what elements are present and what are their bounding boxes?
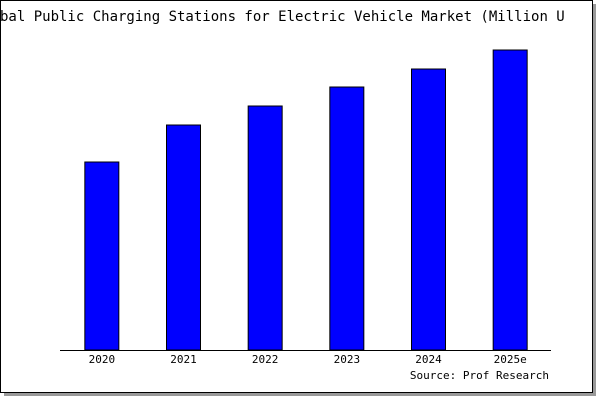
bar xyxy=(492,49,528,351)
chart-title: bal Public Charging Stations for Electri… xyxy=(0,9,565,25)
source-note: Source: Prof Research xyxy=(410,369,549,382)
x-tick-label: 2025e xyxy=(494,353,527,366)
bar xyxy=(166,124,201,351)
x-tick-label: 2022 xyxy=(252,353,279,366)
x-tick-label: 2023 xyxy=(334,353,361,366)
x-tick-label: 2020 xyxy=(89,353,116,366)
bar xyxy=(411,68,446,351)
bar xyxy=(329,86,365,351)
x-tick-label: 2024 xyxy=(415,353,442,366)
x-tick-label: 2021 xyxy=(170,353,197,366)
bar xyxy=(84,161,120,351)
bar xyxy=(247,105,283,351)
